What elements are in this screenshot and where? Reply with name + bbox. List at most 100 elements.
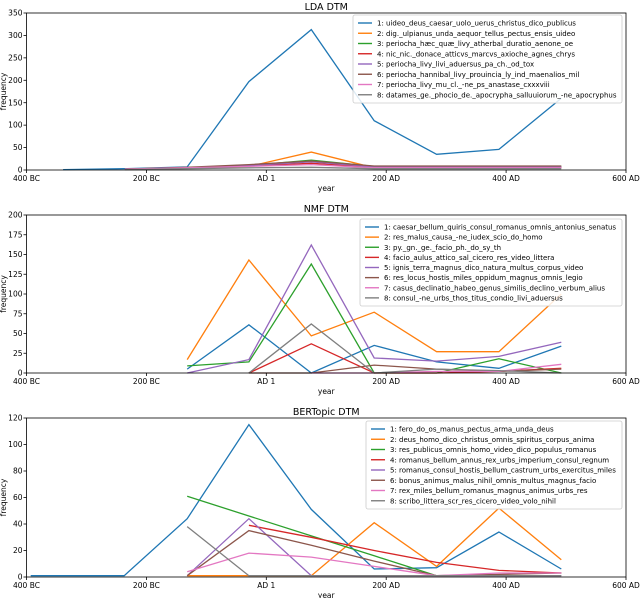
legend-label-6: 6: res_locus_hostis_miles_oppidum_magnus…	[384, 274, 583, 282]
x-tick-label: 400 AD	[492, 377, 520, 386]
y-tick-label: 50	[13, 329, 23, 338]
series-line-4	[248, 524, 562, 574]
series-line-2	[186, 258, 562, 360]
x-tick-label: 600 AD	[612, 581, 640, 590]
legend-label-5: 5: romanus_consul_hostis_bellum_castrum_…	[390, 467, 616, 475]
legend-label-3: 3: py._gn._ge._facio_ph._do_sy_th	[384, 244, 501, 252]
x-tick-label: 400 AD	[492, 174, 520, 183]
x-tick-label: 400 BC	[13, 581, 40, 590]
x-tick-label: 200 BC	[133, 377, 160, 386]
y-axis-label: frequency	[0, 72, 8, 110]
chart-title: NMF DTM	[304, 204, 349, 215]
legend-label-7: 7: casus_declinatio_habeo_genus_similis_…	[384, 284, 605, 292]
series-line-2	[187, 507, 562, 577]
series-line-8	[248, 323, 562, 374]
y-axis-label: frequency	[0, 478, 8, 516]
x-tick-label: AD 1	[257, 377, 275, 386]
legend-label-3: 3: res_publicus_omnis_homo_video_dico_po…	[390, 446, 597, 454]
x-tick-label: 200 BC	[133, 174, 160, 183]
legend-label-4: 4: nic_nic._donace_atticvs_marcvs_axioch…	[377, 50, 575, 58]
y-tick-label: 80	[13, 467, 23, 476]
series-line-4	[248, 343, 562, 374]
y-tick-label: 100	[8, 121, 23, 130]
legend-label-6: 6: bonus_animus_malus_nihil_omnis_multus…	[390, 477, 596, 485]
legend-label-2: 2: dig._ulpianus_unda_aequor_tellus_pect…	[377, 30, 575, 38]
series-line-5	[186, 517, 562, 577]
x-tick-label: AD 1	[257, 581, 275, 590]
legend: 1: uideo_deus_caesar_uolo_uerus_christus…	[352, 14, 623, 104]
legend: 1: caesar_bellum_quiris_consul_romanus_o…	[359, 218, 623, 307]
legend-label-7: 7: periocha_livy_mu_cl._-ne_ps_anastase_…	[377, 81, 550, 89]
y-tick-label: 300	[8, 31, 23, 40]
y-tick-label: 60	[13, 493, 23, 502]
y-tick-label: 150	[8, 98, 23, 107]
y-tick-label: 75	[13, 309, 23, 318]
series-line-5	[187, 243, 562, 374]
legend-label-5: 5: ignis_terra_magnus_dico_natura_multus…	[384, 264, 583, 272]
y-tick-label: 40	[13, 520, 23, 529]
x-tick-label: 600 AD	[612, 174, 640, 183]
y-tick-label: 350	[8, 9, 23, 18]
y-tick-label: 175	[8, 230, 23, 239]
series-line-6	[186, 529, 562, 577]
subplot-3: BERTopic DTM 400 BC 200 BC AD 1 200 AD 400 AD…	[0, 407, 640, 600]
plot-frame	[26, 12, 627, 171]
chart-title: LDA DTM	[305, 2, 348, 13]
legend-label-7: 7: rex_miles_bellum_romanus_magnus_animu…	[390, 487, 588, 495]
x-tick-label: 200 AD	[372, 581, 400, 590]
legend: 1: fero_do_os_manus_pectus_arma_unda_deu…	[365, 420, 623, 510]
legend-label-1: 1: uideo_deus_caesar_uolo_uerus_christus…	[377, 20, 576, 28]
x-tick-label: 400 BC	[13, 377, 40, 386]
x-tick-label: AD 1	[257, 174, 275, 183]
legend-label-8: 8: datames_ge._phocio_de._apocrypha_sall…	[377, 91, 617, 99]
subplot-1: LDA DTM 400 BC 200 BC AD 1 200 AD 400 AD 600 A…	[0, 2, 640, 193]
series-line-7	[187, 552, 562, 577]
x-axis-label: year	[318, 591, 336, 598]
legend-box	[365, 420, 623, 510]
y-tick-label: 200	[8, 211, 23, 220]
legend-box	[359, 218, 623, 307]
series-line-3	[187, 495, 437, 577]
x-axis-label: year	[318, 184, 336, 193]
legend-label-1: 1: fero_do_os_manus_pectus_arma_unda_deu…	[390, 426, 554, 434]
legend-box	[352, 14, 623, 104]
legend-label-5: 5: periocha_livy_livi_aduersus_pa_ch._od…	[377, 61, 534, 69]
x-tick-label: 400 AD	[492, 581, 520, 590]
x-tick-label: 200 AD	[372, 174, 400, 183]
y-tick-label: 0	[18, 573, 23, 582]
legend-label-2: 2: res_malus_causa_-ne_iudex_scio_do_hom…	[384, 234, 543, 242]
y-axis-label: frequency	[0, 275, 8, 313]
series-line-7	[124, 163, 562, 170]
y-tick-label: 100	[8, 440, 23, 449]
chart-title: BERTopic DTM	[293, 407, 360, 418]
series-line-1	[30, 423, 562, 577]
y-tick-label: 120	[8, 414, 23, 423]
y-tick-label: 150	[8, 250, 23, 259]
y-tick-label: 100	[8, 290, 23, 299]
series-line-8	[186, 526, 562, 577]
legend-label-8: 8: scribo_littera_scr_res_cicero_video_v…	[390, 497, 556, 505]
x-tick-label: 400 BC	[13, 174, 40, 183]
y-tick-label: 250	[8, 53, 23, 62]
legend-label-8: 8: consul_-ne_urbs_thos_titus_condio_liv…	[384, 294, 563, 302]
y-tick-label: 200	[8, 76, 23, 85]
series-line-8	[124, 166, 562, 171]
y-tick-label: 0	[18, 166, 23, 175]
legend-label-2: 2: deus_homo_dico_christus_omnis_spiritu…	[390, 436, 594, 444]
x-tick-label: 600 AD	[612, 377, 640, 386]
y-tick-label: 0	[18, 369, 23, 378]
x-tick-label: 200 AD	[372, 377, 400, 386]
y-tick-label: 50	[13, 143, 23, 152]
legend-label-4: 4: romanus_bellum_annus_rex_urbs_imperiu…	[390, 456, 609, 464]
series-line-1	[186, 323, 562, 374]
subplot-2: NMF DTM 400 BC 200 BC AD 1 200 AD 400 AD 600 A…	[0, 204, 640, 396]
y-tick-label: 20	[13, 546, 23, 555]
x-axis-label: year	[318, 387, 336, 396]
series-line-6	[124, 160, 562, 170]
y-tick-label: 25	[13, 349, 23, 358]
legend-label-4: 4: facio_aulus_attico_sal_cicero_res_vid…	[384, 254, 554, 262]
y-tick-label: 125	[8, 270, 23, 279]
legend-label-3: 3: periocha_hæc_quæ_livy_atherbal_durati…	[377, 40, 573, 48]
legend-label-6: 6: periocha_hannibal_livy_prouincia_ly_i…	[377, 71, 579, 79]
